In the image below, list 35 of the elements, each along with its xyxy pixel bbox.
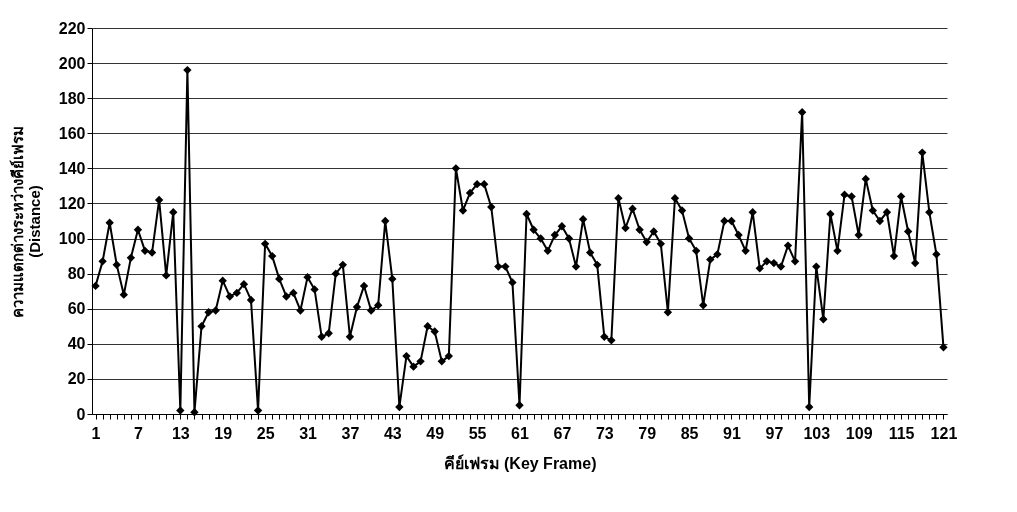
x-tick-label: 37 xyxy=(341,424,360,442)
x-tick-label: 91 xyxy=(723,424,741,442)
y-tick-label: 140 xyxy=(58,159,86,177)
x-tick-label: 97 xyxy=(765,424,784,442)
y-tick-label: 60 xyxy=(67,300,86,318)
x-tick-label: 85 xyxy=(680,424,699,442)
x-tick-label: 115 xyxy=(888,424,915,442)
y-tick-label: 20 xyxy=(67,370,86,388)
x-axis-title: คีย์เฟรม (Key Frame) xyxy=(443,453,597,472)
x-tick-label: 19 xyxy=(214,424,233,442)
x-tick-label: 73 xyxy=(595,424,614,442)
x-tick-label: 31 xyxy=(299,424,318,442)
x-tick-label: 43 xyxy=(383,424,402,442)
x-tick-label: 25 xyxy=(256,424,275,442)
x-tick-label: 109 xyxy=(845,424,873,442)
x-tick-label: 13 xyxy=(171,424,190,442)
x-tick-label: 1 xyxy=(91,424,101,442)
y-tick-label: 100 xyxy=(58,230,86,248)
x-tick-label: 7 xyxy=(133,424,143,442)
y-tick-label: 80 xyxy=(67,265,86,283)
y-tick-label: 180 xyxy=(58,89,86,107)
y-tick-label: 40 xyxy=(67,335,86,353)
x-tick-label: 55 xyxy=(468,424,487,442)
y-axis-title: ความแตกต่างระหว่างคีย์เฟรม (Distance) xyxy=(8,125,43,318)
y-tick-label: 220 xyxy=(58,19,86,37)
y-tick-label: 200 xyxy=(58,54,86,72)
x-tick-label: 67 xyxy=(553,424,572,442)
y-tick-label: 120 xyxy=(58,194,86,212)
x-tick-label: 49 xyxy=(426,424,445,442)
x-tick-label: 121 xyxy=(930,424,958,442)
x-tick-label: 79 xyxy=(638,424,657,442)
y-tick-label: 0 xyxy=(76,405,86,423)
x-tick-label: 103 xyxy=(803,424,831,442)
x-tick-label: 61 xyxy=(511,424,529,442)
y-tick-label: 160 xyxy=(58,124,86,142)
